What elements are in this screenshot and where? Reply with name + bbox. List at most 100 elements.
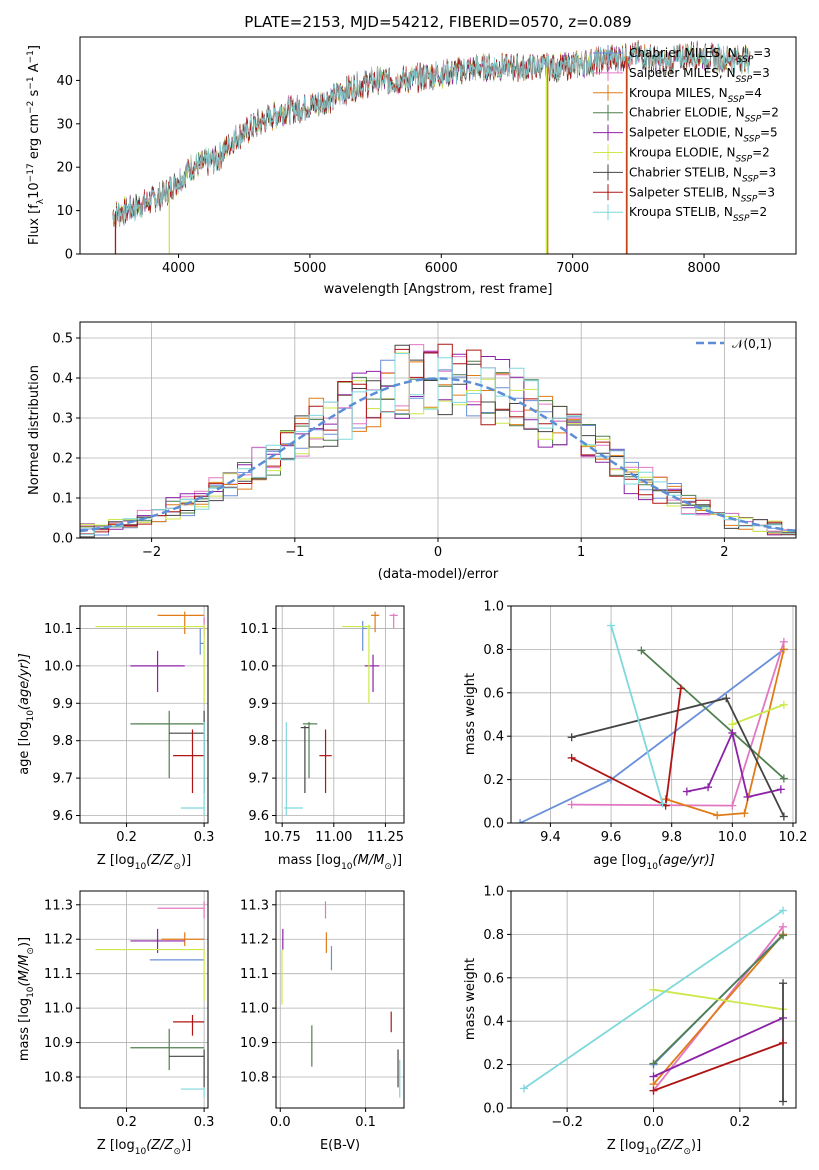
x-axis-label: (data-model)/error <box>378 567 499 582</box>
x-tick-label: −1 <box>285 545 304 560</box>
y-tick-label: 0.2 <box>483 1058 504 1073</box>
y-tick-label: 0.8 <box>483 928 504 943</box>
axes-frame <box>510 605 797 824</box>
spectrum-frame <box>79 36 797 255</box>
axes-age-vs-Z: 0.2 0.3 9.6 9.7 9.8 9.9 10.0 10.1 <box>44 605 214 845</box>
x-tick-label: 0.3 <box>194 1115 215 1130</box>
x-tick-label: 10.2 <box>778 830 807 845</box>
y-tick-label: 9.7 <box>52 772 73 787</box>
y-tick-label: 11.2 <box>44 933 73 948</box>
y-tick-label: 9.9 <box>248 697 269 712</box>
y-tick-label: 10 <box>56 204 73 219</box>
legend-label: Chabrier STELIB, NSSP=3 <box>629 165 776 184</box>
y-tick-label: 10.1 <box>240 622 269 637</box>
y-tick-label: 11.0 <box>44 1002 73 1017</box>
y-tick-label: 0.4 <box>52 372 73 387</box>
residual-histogram <box>80 343 796 538</box>
x-axis-label: Z [log10(Z/Z⊙)] <box>97 853 191 872</box>
weight-line <box>610 625 664 804</box>
x-tick-label: 0.0 <box>643 1115 664 1130</box>
y-tick-label: 11.3 <box>44 898 73 913</box>
weight-line <box>686 730 782 799</box>
y-tick-label: 1.0 <box>483 885 504 900</box>
y-tick-label: 11.1 <box>240 967 269 982</box>
weight-line <box>653 988 784 1011</box>
weight-line <box>571 688 682 807</box>
y-tick-label: 1.0 <box>483 600 504 615</box>
y-tick-label: 0.0 <box>483 817 504 832</box>
y-tick-label: 9.8 <box>52 734 73 749</box>
plot-area-mass-vs-Z <box>95 901 205 1098</box>
y-tick-label: 9.8 <box>248 734 269 749</box>
y-tick-label: 0.2 <box>52 452 73 467</box>
x-tick-label: 4000 <box>162 261 195 276</box>
y-axis-label: Normed distribution <box>27 365 42 495</box>
x-axis-label: age [log10(age/yr)] <box>593 853 715 872</box>
x-tick-label: −2 <box>142 545 161 560</box>
x-tick-label: 0.0 <box>270 1115 291 1130</box>
y-tick-label: 10.8 <box>44 1071 73 1086</box>
x-tick-label: 9.4 <box>540 830 561 845</box>
x-tick-label: 11.25 <box>367 830 404 845</box>
spectrum-line <box>112 42 751 226</box>
legend-label: Kroupa MILES, NSSP=4 <box>629 86 762 105</box>
axes-residuals: −2 −1 0 1 2 0.0 0.1 0.2 0.3 0.4 0.5 <box>52 321 797 560</box>
x-axis-label: E(B-V) <box>320 1138 360 1153</box>
y-tick-label: 0.0 <box>483 1102 504 1117</box>
axes-weight-vs-Z: −0.2 0.0 0.2 0.0 0.2 0.4 0.6 0.8 1.0 <box>483 885 797 1130</box>
y-tick-label: 0.6 <box>483 686 504 701</box>
x-tick-label: 0 <box>434 545 442 560</box>
x-axis-label: Z [log10(Z/Z⊙)] <box>607 1138 701 1157</box>
x-tick-label: 0.2 <box>116 1115 137 1130</box>
y-tick-label: 0.4 <box>483 1015 504 1030</box>
axes-frame <box>275 605 405 824</box>
y-tick-label: 10.1 <box>44 622 73 637</box>
legend-label: Salpeter MILES, NSSP=3 <box>629 66 770 85</box>
plot-area-residuals <box>80 343 796 538</box>
normal-curve <box>80 377 796 533</box>
x-tick-label: 6000 <box>425 261 458 276</box>
residual-histogram <box>80 353 796 538</box>
x-tick-label: −0.2 <box>551 1115 583 1130</box>
x-tick-label: 9.8 <box>661 830 682 845</box>
legend-label: 𝒩(0,1) <box>732 337 772 351</box>
legend-label: Chabrier ELODIE, NSSP=2 <box>629 106 779 125</box>
y-axis-label: age [log10(age/yr)] <box>17 653 36 775</box>
y-tick-label: 11.3 <box>240 898 269 913</box>
x-tick-label: 10.0 <box>718 830 747 845</box>
y-tick-label: 11.1 <box>44 967 73 982</box>
y-axis-label: Flux [fλ10−17 erg cm−2 s−1 A−1] <box>26 45 46 245</box>
y-tick-label: 9.6 <box>52 809 73 824</box>
plot-area-age-vs-mass <box>284 611 398 816</box>
x-tick-label: 0.2 <box>116 830 137 845</box>
x-tick-label: 1 <box>577 545 585 560</box>
y-tick-label: 10.9 <box>44 1036 73 1051</box>
axes-frame <box>275 890 405 1109</box>
axes-frame <box>79 605 209 824</box>
legend-label: Chabrier MILES, NSSP=3 <box>629 46 771 65</box>
axes-age-vs-mass: 10.75 11.00 11.25 9.6 9.7 9.8 9.9 10.0 10.1 <box>240 605 405 845</box>
legend-label: Kroupa ELODIE, NSSP=2 <box>629 146 770 165</box>
plot-area-weight-vs-Z <box>519 906 788 1106</box>
y-tick-label: 0.0 <box>52 532 73 547</box>
x-axis-label: Z [log10(Z/Z⊙)] <box>97 1138 191 1157</box>
y-tick-label: 9.6 <box>248 809 269 824</box>
weight-line <box>653 1017 784 1078</box>
y-tick-label: 0.4 <box>483 730 504 745</box>
legend-label: Salpeter ELODIE, NSSP=5 <box>629 126 778 145</box>
weight-line <box>652 933 784 1085</box>
legend-label: Salpeter STELIB, NSSP=3 <box>629 185 775 204</box>
axes-spectrum: 4000 5000 6000 7000 8000 0 10 20 30 40 <box>56 36 797 276</box>
y-tick-label: 11.0 <box>240 1002 269 1017</box>
x-axis-label: wavelength [Angstrom, rest frame] <box>324 282 553 297</box>
y-axis-label: mass weight <box>463 673 478 755</box>
weight-line <box>640 649 785 780</box>
y-tick-label: 20 <box>56 161 73 176</box>
axes-mass-vs-EBV: 0.0 0.1 10.8 10.9 11.0 11.1 11.2 11.3 <box>240 890 405 1130</box>
weight-line <box>731 703 785 726</box>
y-tick-label: 30 <box>56 117 73 132</box>
x-axis-label: mass [log10(M/M⊙)] <box>278 853 402 872</box>
weight-line <box>653 1042 784 1092</box>
x-tick-label: 5000 <box>293 261 326 276</box>
